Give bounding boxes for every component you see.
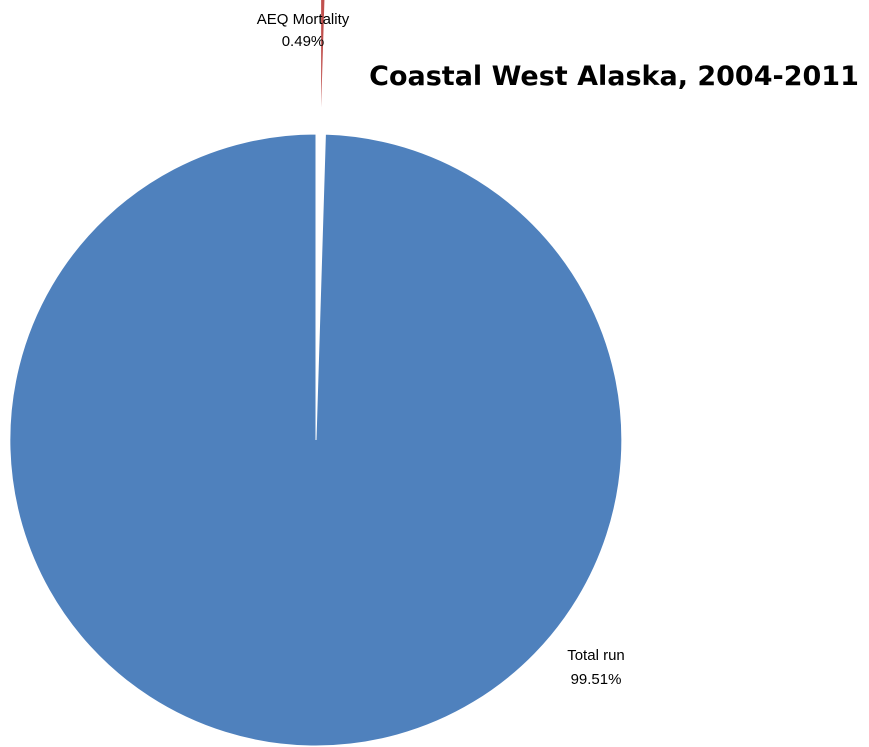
chart-title: Coastal West Alaska, 2004-2011: [369, 61, 859, 92]
data-label-aeq-mortality: AEQ Mortality 0.49%: [257, 11, 350, 50]
pie-slice-aeq-mortality: [320, 0, 326, 141]
data-label-aeq-mortality-name: AEQ Mortality: [257, 11, 350, 28]
data-label-total-run-name: Total run: [567, 647, 625, 664]
pie-slices: [9, 0, 623, 747]
data-label-total-run: Total run 99.51%: [567, 647, 625, 688]
pie-slice-total-run: [9, 133, 623, 747]
data-label-total-run-value: 99.51%: [571, 671, 622, 688]
data-label-aeq-mortality-value: 0.49%: [282, 33, 325, 50]
